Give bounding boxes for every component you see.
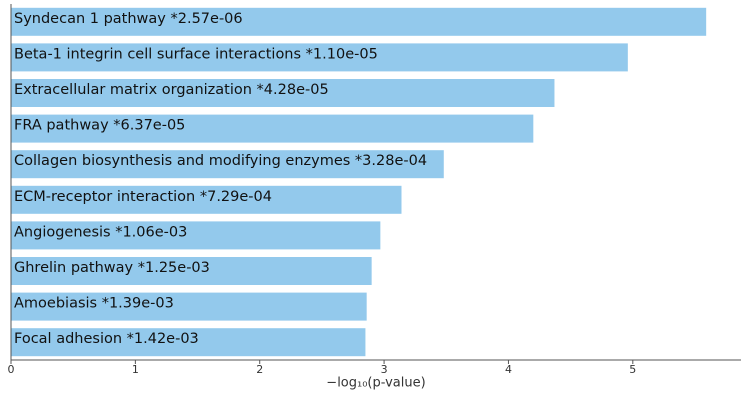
x-tick-label: 0 xyxy=(8,363,15,376)
x-tick-label: 1 xyxy=(132,363,139,376)
bar xyxy=(11,114,534,143)
bar-label: FRA pathway *6.37e-05 xyxy=(14,118,185,134)
x-tick-label: 3 xyxy=(381,363,388,376)
bar xyxy=(11,79,555,107)
x-axis-label: −log₁₀(p-value) xyxy=(326,376,425,391)
x-tick-label: 4 xyxy=(505,363,512,376)
bar xyxy=(11,7,707,36)
bar xyxy=(11,221,381,250)
bar-label: Beta-1 integrin cell surface interaction… xyxy=(14,46,378,62)
x-tick-label: 5 xyxy=(629,363,636,376)
bar-label: Amoebiasis *1.39e-03 xyxy=(14,296,174,312)
bar-label: Syndecan 1 pathway *2.57e-06 xyxy=(14,11,243,27)
bar xyxy=(11,328,366,357)
bar xyxy=(11,43,628,72)
bar-label: Extracellular matrix organization *4.28e… xyxy=(14,82,329,98)
bar-label: Focal adhesion *1.42e-03 xyxy=(14,331,199,347)
x-tick-label: 2 xyxy=(256,363,263,376)
bar-label: Collagen biosynthesis and modifying enzy… xyxy=(14,153,427,169)
bar xyxy=(11,257,372,285)
bar-label: Angiogenesis *1.06e-03 xyxy=(14,224,187,240)
bar xyxy=(11,150,444,179)
bar xyxy=(11,292,367,321)
bar-label: ECM-receptor interaction *7.29e-04 xyxy=(14,189,272,205)
bar-label: Ghrelin pathway *1.25e-03 xyxy=(14,260,210,276)
bar xyxy=(11,185,402,214)
